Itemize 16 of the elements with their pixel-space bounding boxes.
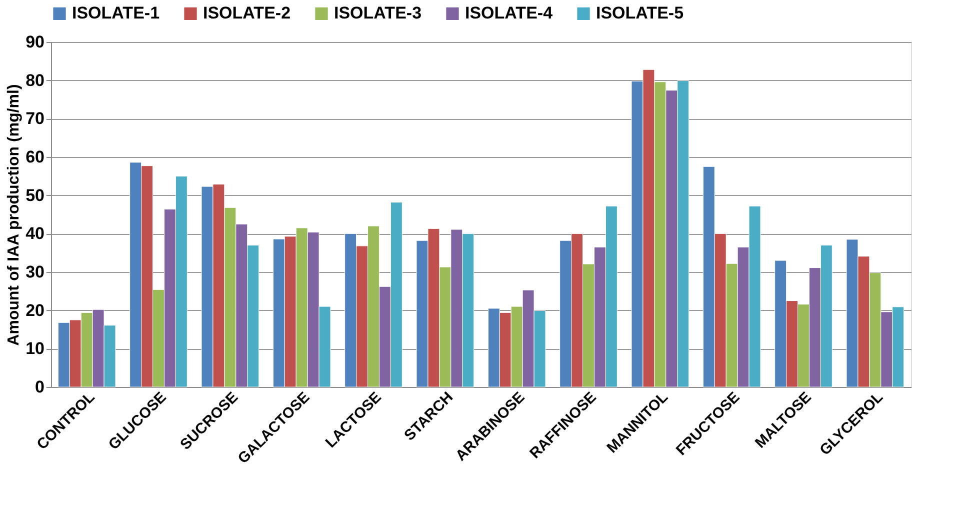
y-tick-label: 10: [26, 339, 44, 358]
legend-label: ISOLATE-1: [72, 4, 160, 23]
legend-label: ISOLATE-2: [203, 4, 291, 23]
y-tick-label: 80: [26, 70, 44, 90]
legend-label: ISOLATE-5: [596, 4, 684, 23]
y-tick-label: 60: [26, 148, 44, 166]
y-axis-title: Amount of IAA production (mg/ml): [6, 84, 23, 346]
legend-label: ISOLATE-4: [465, 4, 554, 23]
y-tick-label: 90: [26, 32, 44, 52]
y-tick-label: 40: [26, 224, 44, 244]
y-tick-label: 70: [26, 109, 44, 128]
y-tick-label: 30: [26, 262, 44, 282]
y-tick-label: 20: [26, 300, 44, 320]
legend-label: ISOLATE-3: [334, 4, 422, 23]
y-tick-label: 0: [35, 378, 44, 396]
y-tick-label: 50: [26, 186, 44, 205]
